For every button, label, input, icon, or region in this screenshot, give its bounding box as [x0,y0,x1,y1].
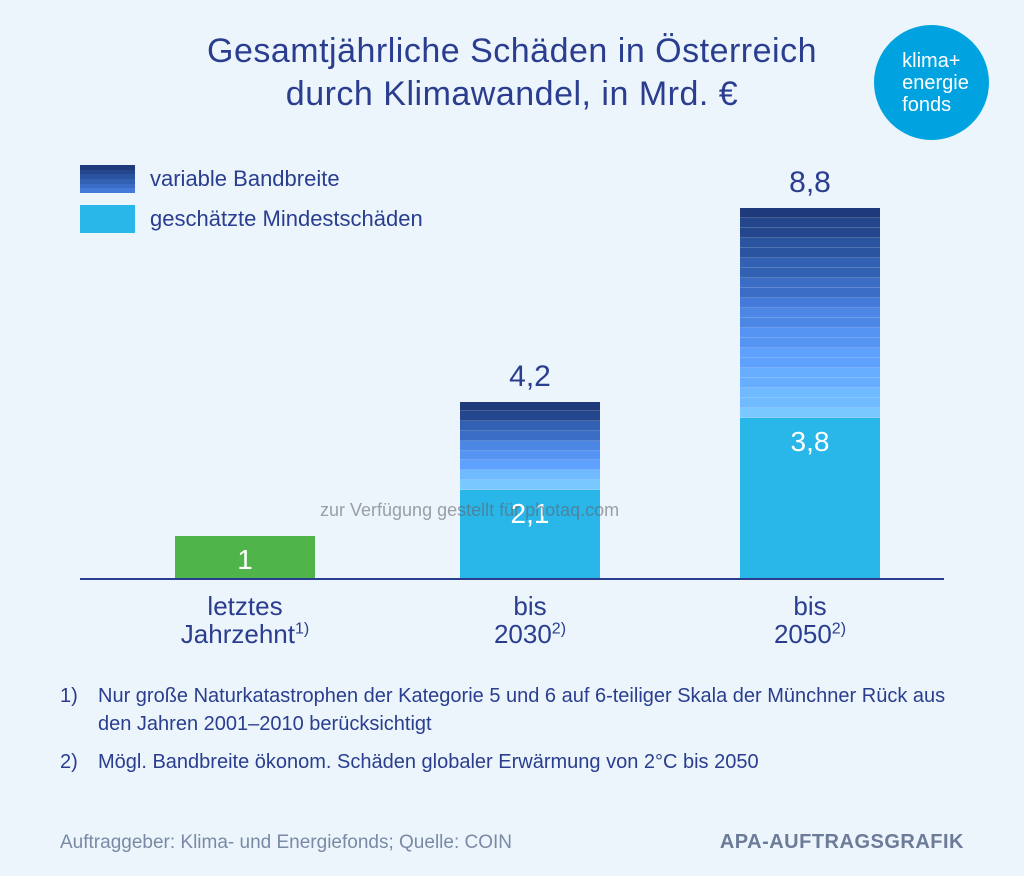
x-axis [80,578,944,580]
footnote-1: 1) Nur große Naturkatastrophen der Kateg… [60,682,964,738]
bar-min-label: 3,8 [740,426,880,458]
footnote-2: 2) Mögl. Bandbreite ökonom. Schäden glob… [60,748,964,776]
bar-min-segment: 3,8 [740,418,880,578]
logo-line-2: energie [902,72,969,94]
apa-credit: APA-AUFTRAGSGRAFIK [720,831,964,854]
title-line-2: durch Klimawandel, in Mrd. € [286,75,738,113]
bar-min-label: 1 [175,544,315,576]
source-credit: Auftraggeber: Klima- und Energiefonds; Q… [60,832,512,854]
footnote-1-text: Nur große Naturkatastrophen der Kategori… [98,682,964,738]
bar-x-label: letztesJahrzehnt1) [135,593,355,648]
footer: Auftraggeber: Klima- und Energiefonds; Q… [60,831,964,854]
bar-min-label: 2,1 [460,498,600,530]
bar-top-label: 4,2 [460,360,600,394]
logo-text: klima+ energie fonds [902,50,969,116]
bar-variable-segment [740,208,880,418]
header: Gesamtjährliche Schäden in Österreich du… [0,0,1024,125]
bar-min-segment: 1 [175,536,315,578]
bar-until-2050: 8,83,8bis20502) [740,208,880,578]
bar-until-2030: 4,22,1bis20302) [460,402,600,578]
klimafonds-logo: klima+ energie fonds [874,25,989,140]
title-line-1: Gesamtjährliche Schäden in Österreich [207,32,817,70]
footnote-2-text: Mögl. Bandbreite ökonom. Schäden globale… [98,748,759,776]
footnotes: 1) Nur große Naturkatastrophen der Kateg… [60,682,964,786]
chart-title: Gesamtjährliche Schäden in Österreich du… [60,30,964,115]
bar-variable-segment [460,402,600,490]
footnote-1-num: 1) [60,682,86,738]
bar-last-decade: 1letztesJahrzehnt1) [175,536,315,578]
bar-min-segment: 2,1 [460,490,600,578]
logo-line-1: klima+ [902,50,960,72]
chart-area: 1letztesJahrzehnt1) 4,22,1bis20302) 8,83,8… [80,180,944,640]
logo-line-3: fonds [902,94,951,116]
footnote-2-num: 2) [60,748,86,776]
bar-top-label: 8,8 [740,166,880,200]
bar-x-label: bis20302) [420,593,640,648]
bar-x-label: bis20502) [700,593,920,648]
